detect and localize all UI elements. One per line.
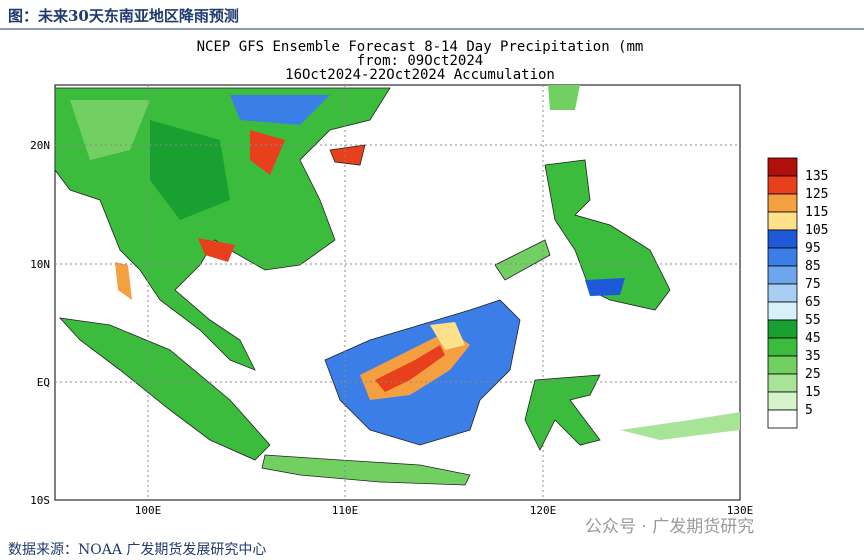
lat-label: 20N	[30, 139, 50, 152]
legend-label: 35	[805, 349, 821, 364]
legend-label: 75	[805, 277, 821, 292]
legend-label: 115	[805, 205, 828, 220]
map-subtitle: from: 09Oct2024	[357, 53, 483, 69]
map-title: NCEP GFS Ensemble Forecast 8-14 Day Prec…	[197, 39, 644, 55]
lat-label: EQ	[37, 376, 50, 389]
lon-label: 120E	[530, 504, 557, 517]
legend-swatch	[767, 301, 798, 321]
legend-swatch	[767, 337, 798, 357]
lon-label: 130E	[727, 504, 754, 517]
legend-label: 135	[805, 169, 828, 184]
legend-label: 55	[805, 313, 821, 328]
header-title: 图：未来30天东南亚地区降雨预测	[8, 7, 239, 25]
legend-swatch	[767, 229, 798, 249]
legend-swatch	[767, 373, 798, 393]
legend: 135 125 115 105 95 85 75 65 55 45 35 25 15 5	[767, 157, 828, 429]
land-rain	[54, 84, 741, 501]
legend-label: 95	[805, 241, 821, 256]
legend-swatch	[767, 247, 798, 267]
legend-swatch	[767, 211, 798, 231]
legend-swatch	[767, 175, 798, 195]
legend-swatch	[767, 391, 798, 411]
map-subtitle: 16Oct2024-22Oct2024 Accumulation	[285, 67, 555, 83]
lat-label: 10S	[30, 494, 50, 507]
legend-label: 25	[805, 367, 821, 382]
legend-swatch	[767, 355, 798, 375]
legend-swatch	[767, 319, 798, 339]
legend-label: 15	[805, 385, 821, 400]
legend-swatch	[767, 157, 798, 177]
legend-swatch	[767, 193, 798, 213]
lon-label: 100E	[135, 504, 162, 517]
legend-swatch	[767, 265, 798, 285]
legend-label: 65	[805, 295, 821, 310]
legend-label: 85	[805, 259, 821, 274]
legend-label: 105	[805, 223, 828, 238]
watermark: 公众号 · 广发期货研究	[585, 517, 755, 537]
legend-swatch	[767, 409, 798, 429]
legend-label: 5	[805, 403, 813, 418]
lat-label: 10N	[30, 258, 50, 271]
legend-label: 125	[805, 187, 828, 202]
lon-label: 110E	[332, 504, 359, 517]
source-note: 数据来源：NOAA 广发期货发展研究中心	[8, 542, 267, 558]
legend-swatch	[767, 283, 798, 303]
legend-label: 45	[805, 331, 821, 346]
